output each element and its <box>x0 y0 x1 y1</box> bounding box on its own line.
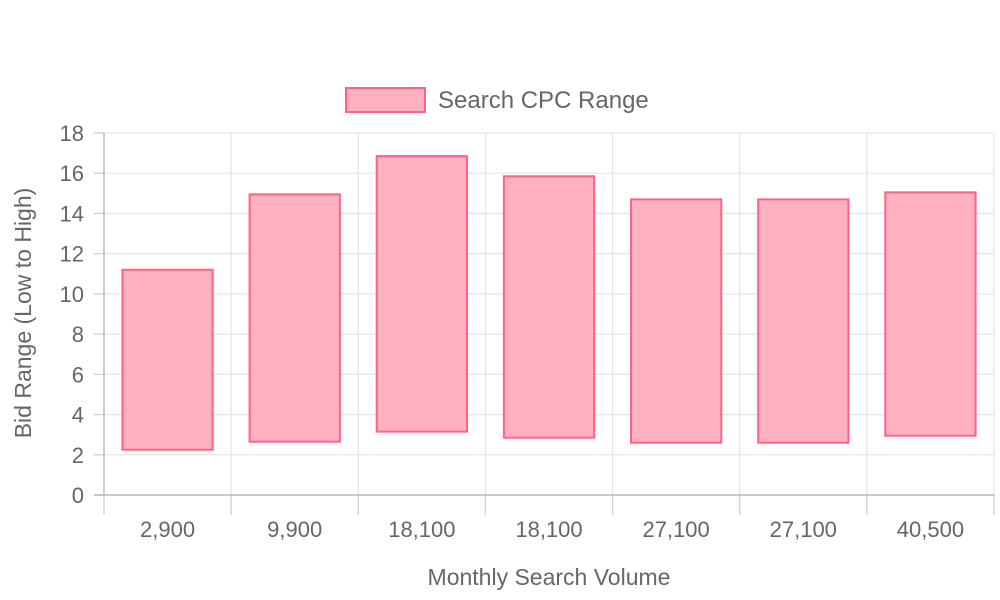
y-tick-label: 10 <box>60 282 84 307</box>
bar-1[interactable] <box>121 268 214 451</box>
x-tick-label: 9,900 <box>267 517 322 542</box>
y-tick-label: 16 <box>60 161 84 186</box>
y-tick-labels: 0 2 4 6 8 10 12 14 16 18 <box>60 121 84 508</box>
bar-2[interactable] <box>248 193 341 443</box>
y-tick-label: 12 <box>60 242 84 267</box>
axes <box>94 132 995 515</box>
y-tick-label: 18 <box>60 121 84 146</box>
y-tick-label: 6 <box>72 362 84 387</box>
bar-7[interactable] <box>884 191 977 437</box>
legend-label[interactable]: Search CPC Range <box>438 87 649 114</box>
x-tick-label: 18,100 <box>515 517 582 542</box>
bar-4[interactable] <box>502 175 596 439</box>
y-tick-label: 0 <box>72 483 84 508</box>
y-tick-label: 14 <box>60 201 84 226</box>
bars <box>121 155 977 451</box>
bar-5[interactable] <box>630 198 723 444</box>
y-tick-label: 4 <box>72 403 84 428</box>
x-tick-label: 40,500 <box>897 517 964 542</box>
y-tick-label: 8 <box>72 322 84 347</box>
x-tick-label: 27,100 <box>642 517 709 542</box>
x-tick-labels: 2,900 9,900 18,100 18,100 27,100 27,100 40,500 <box>140 517 964 542</box>
bar-3[interactable] <box>375 155 468 433</box>
legend[interactable]: Search CPC Range <box>345 87 649 114</box>
y-axis-title: Bid Range (Low to High) <box>10 188 36 439</box>
bar-6[interactable] <box>757 198 850 444</box>
x-tick-label: 2,900 <box>140 517 195 542</box>
y-tick-label: 2 <box>72 443 84 468</box>
legend-swatch[interactable] <box>345 87 426 113</box>
x-tick-label: 18,100 <box>388 517 455 542</box>
x-tick-label: 27,100 <box>770 517 837 542</box>
x-axis-title: Monthly Search Volume <box>428 564 671 590</box>
